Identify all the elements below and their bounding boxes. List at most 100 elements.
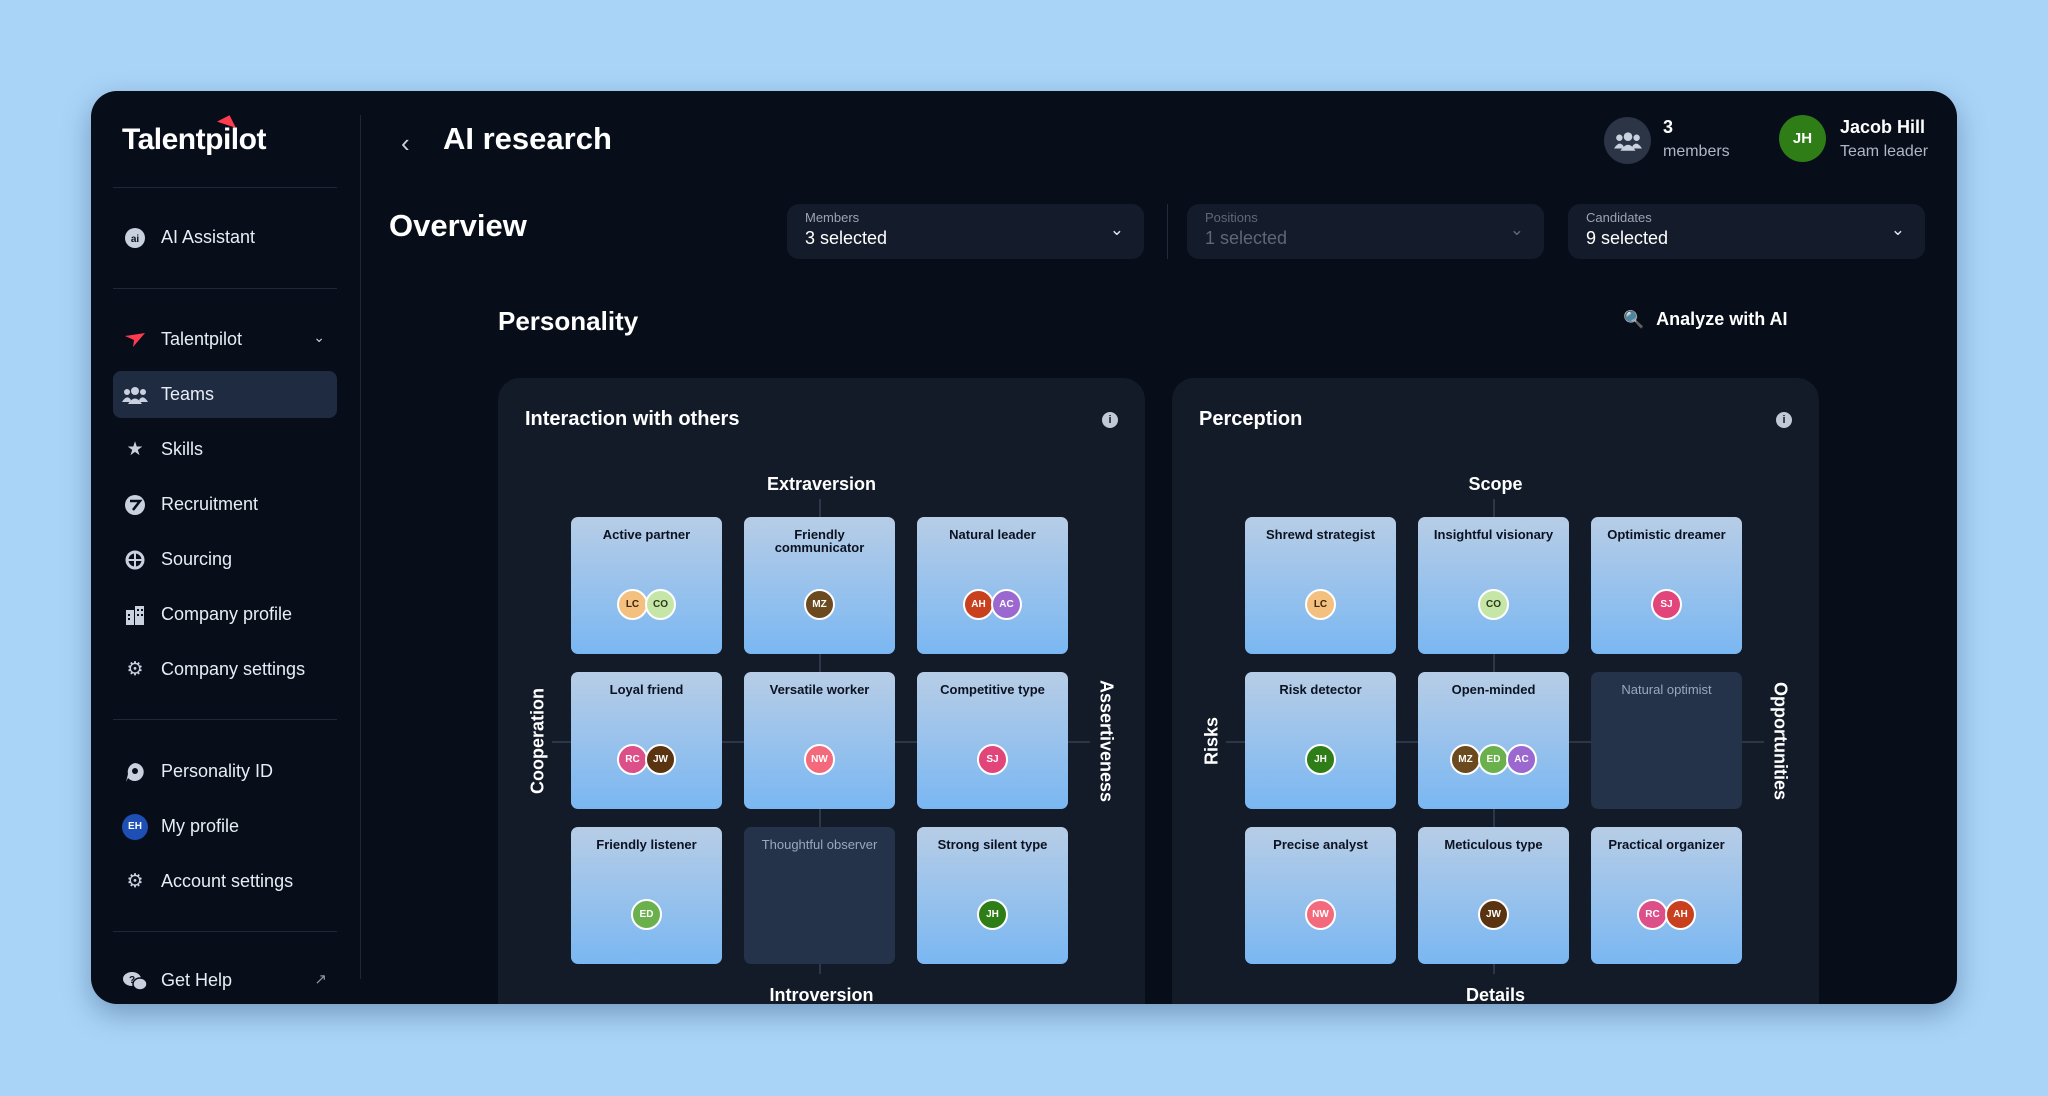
overview-title: Overview [389,208,527,243]
personality-cell[interactable]: Natural optimist [1591,672,1742,809]
perception-panel: Perception i Scope Details Risks Opportu… [1172,378,1819,1004]
member-avatars: NW [1245,899,1396,930]
sidebar-divider [113,719,337,720]
sidebar-item-teams[interactable]: Teams [113,371,337,418]
avatar: EH [122,813,148,840]
talentpilot-logo-icon [122,327,148,353]
member-avatar[interactable]: JH [1305,744,1336,775]
back-chevron-icon[interactable]: ‹ [401,128,410,158]
personality-cell[interactable]: Competitive type SJ [917,672,1068,809]
cell-name: Open-minded [1451,682,1536,697]
personality-cell[interactable]: Insightful visionary CO [1418,517,1569,654]
member-avatar[interactable]: JW [645,744,676,775]
personality-cell[interactable]: Meticulous type JW [1418,827,1569,964]
filter-divider [1167,204,1168,259]
member-avatars: MZ [744,589,895,620]
personality-cell[interactable]: Friendly communicator MZ [744,517,895,654]
info-icon[interactable]: i [1776,412,1792,428]
star-icon: ★ [126,439,144,460]
sidebar-item-label: Company profile [161,604,293,624]
select-label: Positions [1205,210,1258,225]
members-label: members [1663,143,1730,160]
sidebar-divider [113,931,337,932]
sidebar-item-company-profile[interactable]: Company profile [113,591,337,638]
member-avatar[interactable]: CO [645,589,676,620]
members-icon[interactable] [1604,117,1651,164]
cell-name: Optimistic dreamer [1607,527,1726,542]
sidebar-item-recruitment[interactable]: Recruitment [113,481,337,528]
sidebar-item-sourcing[interactable]: Sourcing [113,536,337,583]
recruitment-icon [122,492,148,518]
member-avatars: JH [1245,744,1396,775]
personality-cell[interactable]: Shrewd strategist LC [1245,517,1396,654]
analyze-label: Analyze with AI [1656,309,1788,329]
personality-cell[interactable]: Strong silent type JH [917,827,1068,964]
cell-name: Precise analyst [1273,837,1368,852]
member-avatar[interactable]: RC [617,744,648,775]
member-avatar[interactable]: JH [977,899,1008,930]
sidebar-item-label: Personality ID [161,761,274,781]
personality-cell[interactable]: Natural leader AH AC [917,517,1068,654]
info-icon[interactable]: i [1102,412,1118,428]
gear-icon: ⚙ [126,659,144,680]
sidebar-item-personality-id[interactable]: Personality ID [113,748,337,795]
personality-cell[interactable]: Risk detector JH [1245,672,1396,809]
member-avatar[interactable]: AC [1506,744,1537,775]
member-avatar[interactable]: SJ [977,744,1008,775]
member-avatar[interactable]: CO [1478,589,1509,620]
team-leader-avatar[interactable]: JH [1779,115,1826,162]
members-select[interactable]: Members 3 selected ⌄ [787,204,1144,259]
member-avatar[interactable]: AH [1665,899,1696,930]
axis-label-left: Risks [1201,716,1222,766]
personality-cell[interactable]: Thoughtful observer [744,827,895,964]
member-avatar[interactable]: RC [1637,899,1668,930]
sidebar-item-ai-assistant[interactable]: ai AI Assistant [113,214,337,261]
personality-cell[interactable]: Open-minded MZ ED AC [1418,672,1569,809]
member-avatar[interactable]: SJ [1651,589,1682,620]
positions-select[interactable]: Positions 1 selected ⌄ [1187,204,1544,259]
help-chat-icon: ? [122,968,148,994]
personality-cell[interactable]: Precise analyst NW [1245,827,1396,964]
talentpilot-logo[interactable]: Talentpilot [122,112,266,157]
axis-label-top: Scope [1468,474,1523,494]
candidates-select[interactable]: Candidates 9 selected ⌄ [1568,204,1925,259]
personality-icon [122,759,148,785]
axis-label-left: Cooperation [527,688,548,794]
sidebar-item-company-settings[interactable]: ⚙ Company settings [113,646,337,693]
personality-cell[interactable]: Active partner LC CO [571,517,722,654]
sidebar-item-my-profile[interactable]: EH My profile [113,803,337,850]
member-avatar[interactable]: LC [1305,589,1336,620]
sidebar: Talentpilot ai AI Assistant Talentpilot … [91,91,360,1004]
axis-label-bottom: Introversion [769,985,874,1004]
member-avatar[interactable]: MZ [1450,744,1481,775]
chevron-down-icon[interactable]: ⌄ [313,329,325,345]
member-avatar[interactable]: ED [1478,744,1509,775]
personality-cell[interactable]: Friendly listener ED [571,827,722,964]
personality-cell[interactable]: Versatile worker NW [744,672,895,809]
analyze-with-ai-button[interactable]: 🔍 Analyze with AI [1623,309,1788,330]
sidebar-item-label: Company settings [161,659,306,679]
member-avatars: ED [571,899,722,930]
axis-label-right: Assertiveness [1096,679,1117,803]
sidebar-item-account-settings[interactable]: ⚙ Account settings [113,858,337,905]
member-avatar[interactable]: AH [963,589,994,620]
member-avatars: LC [1245,589,1396,620]
axis-label-bottom: Details [1465,985,1526,1004]
personality-cell[interactable]: Practical organizer RC AH [1591,827,1742,964]
sidebar-item-get-help[interactable]: ? Get Help ↗ [113,957,337,1004]
team-leader-role: Team leader [1840,143,1929,160]
member-avatar[interactable]: JW [1478,899,1509,930]
member-avatar[interactable]: LC [617,589,648,620]
member-avatar[interactable]: ED [631,899,662,930]
sidebar-item-skills[interactable]: ★ Skills [113,426,337,473]
member-avatar[interactable]: AC [991,589,1022,620]
member-avatar[interactable]: NW [1305,899,1336,930]
cell-name: Shrewd strategist [1265,527,1376,542]
personality-cell[interactable]: Optimistic dreamer SJ [1591,517,1742,654]
member-avatar[interactable]: NW [804,744,835,775]
axis-label-right: Opportunities [1770,682,1791,800]
personality-cell[interactable]: Loyal friend RC JW [571,672,722,809]
sidebar-item-talentpilot[interactable]: Talentpilot ⌄ [113,316,337,363]
cell-name: Insightful visionary [1433,527,1554,542]
member-avatar[interactable]: MZ [804,589,835,620]
